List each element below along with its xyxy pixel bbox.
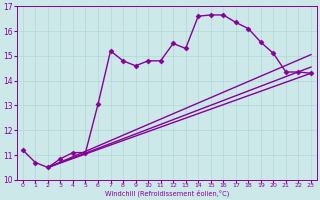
X-axis label: Windchill (Refroidissement éolien,°C): Windchill (Refroidissement éolien,°C) bbox=[105, 190, 229, 197]
